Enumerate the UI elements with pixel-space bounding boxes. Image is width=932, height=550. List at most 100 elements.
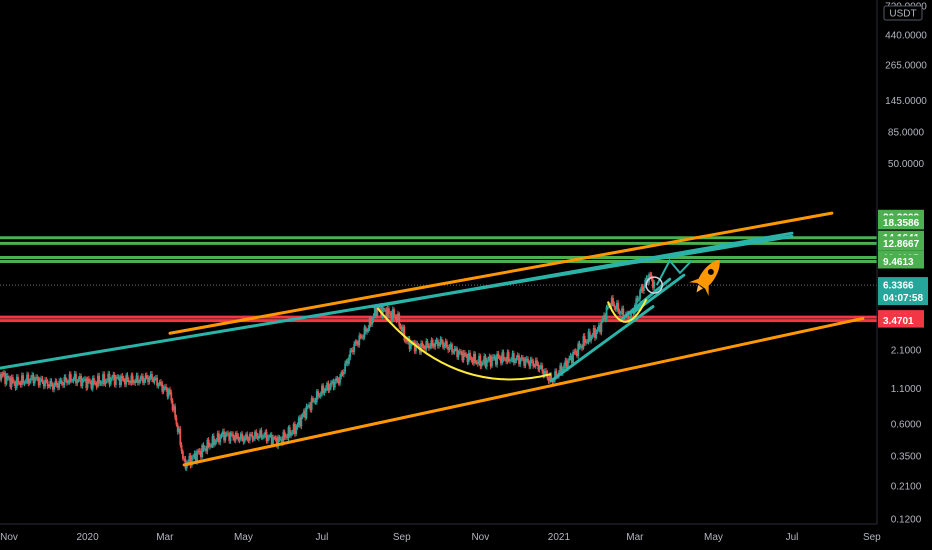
candle-body-152 — [194, 453, 197, 462]
x-tick-label-6: Nov — [471, 532, 489, 543]
candle-body-55 — [69, 374, 72, 381]
candle-body-4 — [4, 372, 7, 384]
candle-body-246 — [315, 391, 318, 403]
y-tick-label-7: 1.1000 — [891, 384, 922, 395]
trendline-0[interactable] — [182, 316, 865, 467]
candle-body-198 — [254, 431, 256, 439]
candle-body-181 — [232, 434, 234, 438]
candle-body-365 — [469, 352, 471, 358]
candle-body-282 — [362, 337, 365, 339]
candle-body-404 — [519, 359, 522, 365]
candle-body-381 — [489, 356, 492, 367]
candle-body-374 — [480, 363, 483, 367]
cup-curve-0[interactable] — [376, 307, 552, 381]
x-tick-label-9: May — [704, 532, 723, 543]
candle-body-23 — [28, 380, 31, 384]
candle-body-42 — [53, 385, 55, 390]
candle-body-21 — [26, 374, 28, 382]
candle-body-243 — [312, 397, 314, 401]
candle-body-346 — [444, 341, 447, 346]
candle-body-231 — [296, 424, 299, 428]
candle-body-78 — [99, 382, 102, 384]
candle-body-103 — [131, 375, 134, 383]
price-tag-5 — [878, 254, 924, 269]
candle-body-230 — [295, 427, 298, 434]
candle-body-154 — [197, 450, 200, 453]
candle-body-448 — [576, 351, 578, 357]
trendline-1[interactable] — [168, 211, 834, 335]
candle-body-393 — [505, 359, 508, 362]
candle-body-207 — [265, 431, 268, 442]
candle-body-45 — [57, 384, 59, 388]
trendline-3[interactable] — [371, 231, 794, 309]
candle-body-245 — [314, 400, 317, 403]
candle-body-163 — [209, 445, 211, 447]
candle-body-226 — [290, 432, 292, 436]
candle-body-507 — [652, 279, 654, 288]
candle-body-124 — [158, 382, 161, 385]
candle-body-257 — [330, 382, 332, 387]
candle-body-193 — [247, 439, 250, 441]
candle-body-190 — [243, 437, 246, 442]
candle-body-200 — [256, 435, 259, 439]
candle-body-405 — [520, 357, 523, 360]
candle-body-33 — [41, 378, 44, 383]
candle-body-389 — [500, 357, 502, 364]
candle-body-223 — [286, 436, 289, 439]
candle-body-191 — [245, 434, 247, 438]
candle-body-12 — [14, 382, 17, 389]
candle-body-261 — [335, 378, 338, 382]
candle-body-260 — [333, 381, 336, 388]
projection-polyline[interactable] — [655, 258, 693, 286]
candle-body-227 — [291, 432, 294, 434]
candle-body-36 — [45, 379, 48, 382]
candle-body-68 — [86, 378, 89, 388]
candle-body-104 — [133, 382, 135, 384]
candle-body-176 — [225, 433, 228, 435]
candle-body-501 — [644, 279, 647, 287]
candle-body-283 — [363, 327, 366, 338]
candle-body-453 — [582, 336, 585, 349]
candle-body-52 — [66, 380, 68, 383]
candle-body-394 — [506, 352, 509, 362]
candle-body-225 — [288, 427, 291, 436]
candle-body-142 — [181, 451, 184, 459]
candle-body-155 — [198, 451, 201, 453]
candle-body-196 — [251, 434, 254, 440]
candle-body-413 — [530, 359, 533, 361]
cup-curve-1[interactable] — [606, 298, 648, 323]
candle-body-232 — [297, 417, 300, 425]
trendline-4[interactable] — [549, 305, 655, 383]
candle-body-61 — [77, 379, 80, 381]
candle-body-70 — [89, 381, 92, 383]
candle-body-57 — [72, 379, 75, 381]
candle-body-11 — [13, 381, 16, 383]
price-tag-3 — [878, 236, 924, 251]
candle-body-113 — [144, 375, 147, 380]
candle-body-494 — [635, 298, 638, 305]
candle-body-130 — [166, 389, 169, 397]
candle-body-368 — [473, 353, 475, 364]
candle-body-28 — [35, 377, 37, 379]
candle-body-238 — [305, 406, 308, 418]
candle-body-296 — [380, 305, 383, 317]
candle-body-149 — [190, 457, 193, 466]
currency-badge[interactable]: USDT — [883, 5, 923, 21]
candle-body-285 — [366, 331, 368, 333]
candle-body-293 — [376, 307, 379, 316]
candle-body-490 — [630, 311, 632, 320]
candle-body-308 — [395, 317, 398, 321]
candle-body-446 — [573, 351, 576, 353]
candle-body-305 — [391, 309, 394, 320]
y-tick-label-9: 0.3500 — [891, 451, 922, 462]
candle-body-105 — [134, 380, 137, 384]
candle-body-172 — [220, 434, 223, 437]
candle-body-136 — [174, 406, 177, 418]
candle-body-420 — [539, 365, 542, 368]
candle-body-60 — [76, 380, 79, 384]
candle-body-342 — [439, 339, 442, 345]
candle-body-465 — [597, 325, 600, 330]
candle-body-372 — [478, 355, 480, 364]
